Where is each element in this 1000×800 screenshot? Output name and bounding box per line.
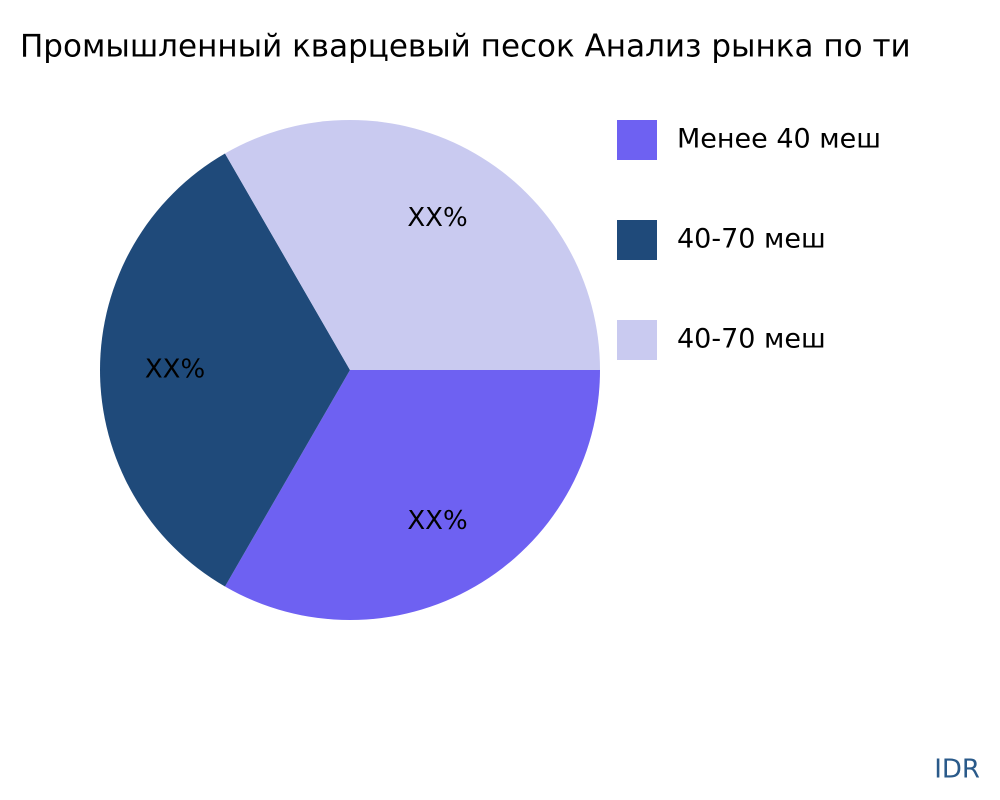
slice-label: XX% (407, 506, 467, 536)
legend-label: Менее 40 меш (677, 124, 881, 155)
legend-swatch (617, 220, 657, 260)
slice-label: XX% (145, 355, 205, 385)
pie-slice (225, 119, 600, 370)
legend-swatch (617, 320, 657, 360)
chart-title: Промышленный кварцевый песок Анализ рынк… (20, 29, 911, 65)
slice-label: XX% (407, 203, 467, 233)
watermark: IDR (934, 755, 980, 785)
pie-slice (225, 370, 600, 620)
legend-label: 40-70 меш (677, 324, 826, 355)
legend-swatch (617, 120, 657, 160)
legend-label: 40-70 меш (677, 224, 826, 255)
